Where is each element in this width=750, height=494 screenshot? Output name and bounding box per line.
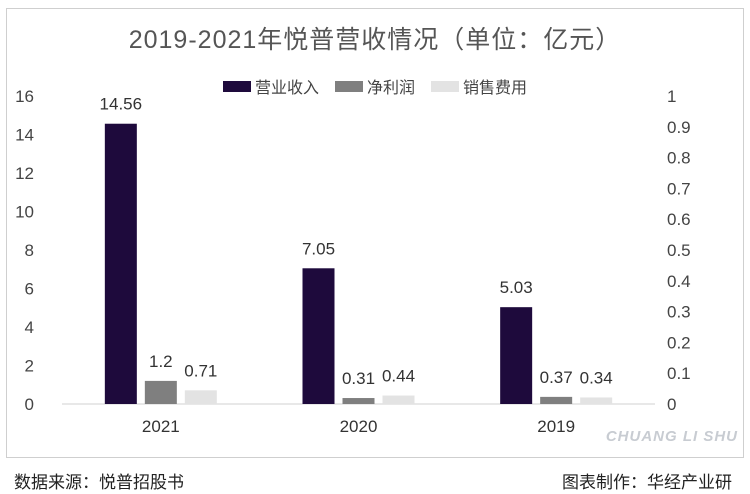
- bar-2021-1: [144, 380, 177, 404]
- y-tick-label: 4: [25, 318, 34, 337]
- y2-tick-label: 0.4: [667, 272, 691, 291]
- data-label: 0.37: [540, 368, 573, 387]
- y2-tick-label: 0.6: [667, 210, 691, 229]
- y-tick-label: 2: [25, 357, 34, 376]
- y-tick-label: 8: [25, 241, 34, 260]
- data-label: 1.2: [149, 352, 173, 371]
- source-note: 数据来源：悦普招股书: [14, 473, 184, 492]
- y2-tick-label: 0.5: [667, 241, 691, 260]
- x-tick-label: 2019: [537, 417, 575, 436]
- bar-2019-2: [580, 397, 613, 404]
- data-label: 0.71: [184, 361, 217, 380]
- x-tick-label: 2020: [340, 417, 378, 436]
- chart-title: 2019-2021年悦普营收情况（单位：亿元）: [128, 26, 622, 54]
- legend-swatch-net-profit: [334, 80, 363, 92]
- legend-item-net-profit: 净利润: [334, 74, 415, 98]
- bar-2019-0: [500, 307, 533, 404]
- data-label: 5.03: [500, 278, 533, 297]
- y2-tick-label: 0.3: [667, 303, 691, 322]
- y2-tick-label: 0.1: [667, 364, 691, 383]
- legend-swatch-sales-expense: [431, 80, 459, 92]
- legend-item-sales-expense: 销售费用: [431, 74, 527, 98]
- data-label: 14.56: [100, 95, 143, 114]
- y-tick-label: 12: [15, 164, 34, 183]
- legend: 营业收入 净利润 销售费用: [0, 74, 750, 98]
- y2-tick-label: 0.2: [667, 333, 691, 352]
- bar-2019-1: [540, 396, 573, 404]
- data-label: 7.05: [302, 239, 335, 258]
- y2-tick-label: 0.8: [667, 149, 691, 168]
- bar-2020-2: [382, 395, 415, 404]
- legend-label-revenue: 营业收入: [254, 80, 319, 97]
- bar-2021-2: [184, 390, 217, 404]
- legend-swatch-revenue: [222, 80, 251, 92]
- x-tick-label: 2021: [142, 417, 180, 436]
- y2-tick-label: 0.7: [667, 179, 691, 198]
- y2-tick-label: 0: [667, 395, 676, 414]
- data-label: 0.31: [342, 369, 375, 388]
- legend-label-net-profit: 净利润: [366, 80, 415, 97]
- bar-2020-1: [342, 398, 375, 404]
- bar-2021-0: [104, 123, 137, 404]
- data-label: 0.34: [580, 368, 613, 387]
- watermark-logo: CHUANG LI SHU: [605, 428, 738, 445]
- y-tick-label: 6: [25, 280, 34, 299]
- y2-tick-label: 1: [667, 87, 676, 106]
- y-tick-label: 0: [25, 395, 34, 414]
- y-tick-label: 10: [15, 203, 34, 222]
- data-label: 0.44: [382, 367, 415, 386]
- legend-label-sales-expense: 销售费用: [463, 80, 528, 97]
- y-tick-label: 14: [15, 126, 34, 145]
- y-tick-label: 16: [15, 87, 34, 106]
- legend-item-revenue: 营业收入: [222, 74, 319, 98]
- bar-2020-0: [302, 268, 335, 404]
- y2-tick-label: 0.9: [667, 118, 691, 137]
- chart-credit: 图表制作：华经产业研: [562, 473, 732, 492]
